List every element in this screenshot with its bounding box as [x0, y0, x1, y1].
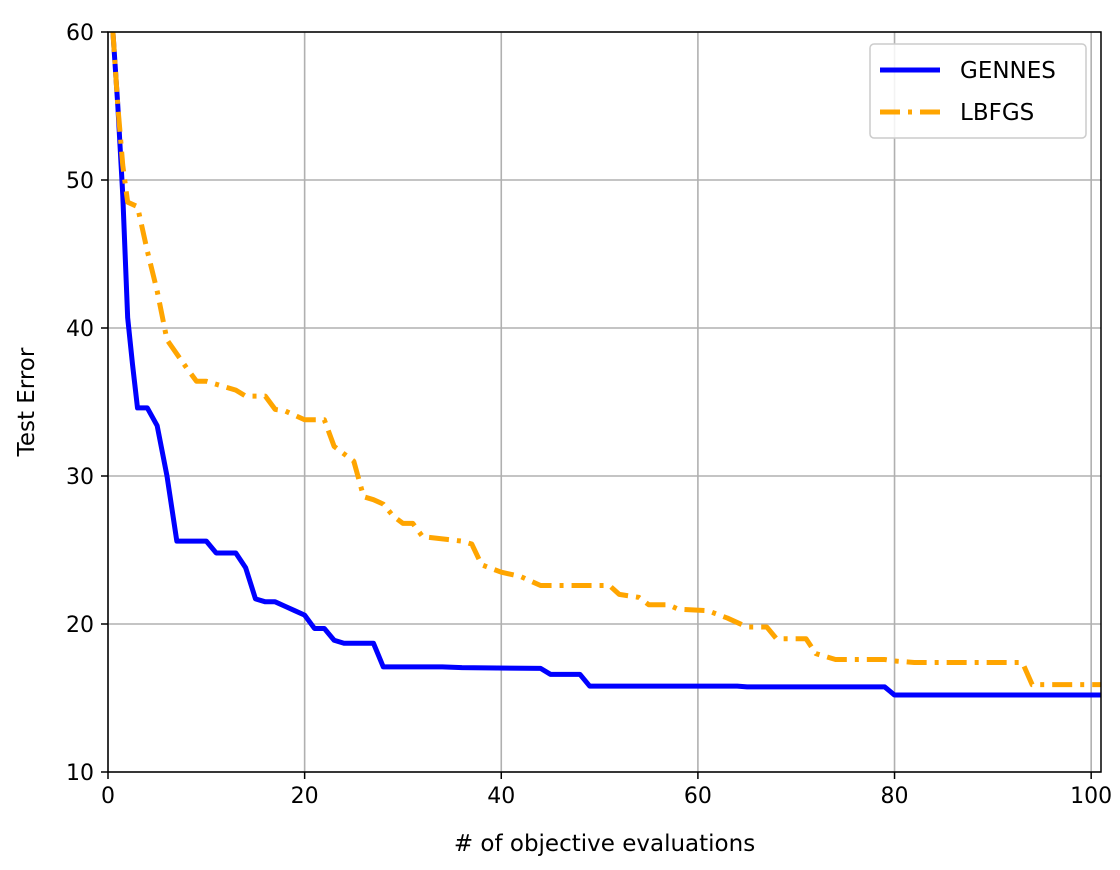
y-axis-label: Test Error [14, 347, 40, 457]
y-tick-label: 50 [66, 169, 94, 194]
y-tick-label: 20 [66, 613, 94, 638]
x-tick-label: 60 [684, 784, 712, 809]
axes-frame [107, 31, 1102, 773]
x-tick-label: 0 [101, 784, 115, 809]
x-tick-label: 80 [881, 784, 909, 809]
x-tick-label: 20 [291, 784, 319, 809]
x-tick-label: 40 [487, 784, 515, 809]
x-axis-label: # of objective evaluations [454, 831, 755, 857]
legend-label-lbfgs: LBFGS [960, 100, 1034, 126]
grid [107, 31, 1101, 773]
y-tick-label: 30 [66, 465, 94, 490]
x-tick-label: 100 [1070, 784, 1112, 809]
y-tick-label: 40 [66, 317, 94, 342]
legend: GENNES LBFGS [869, 43, 1087, 139]
y-tick-label: 10 [66, 761, 94, 786]
legend-label-gennes: GENNES [960, 58, 1056, 84]
plot-lines [110, 32, 1101, 698]
ticks: 0 20 40 60 80 100 10 20 30 40 50 60 [66, 21, 1112, 809]
series-line-lbfgs [110, 32, 1101, 688]
series-line-gennes [110, 32, 1101, 698]
y-tick-label: 60 [66, 21, 94, 46]
